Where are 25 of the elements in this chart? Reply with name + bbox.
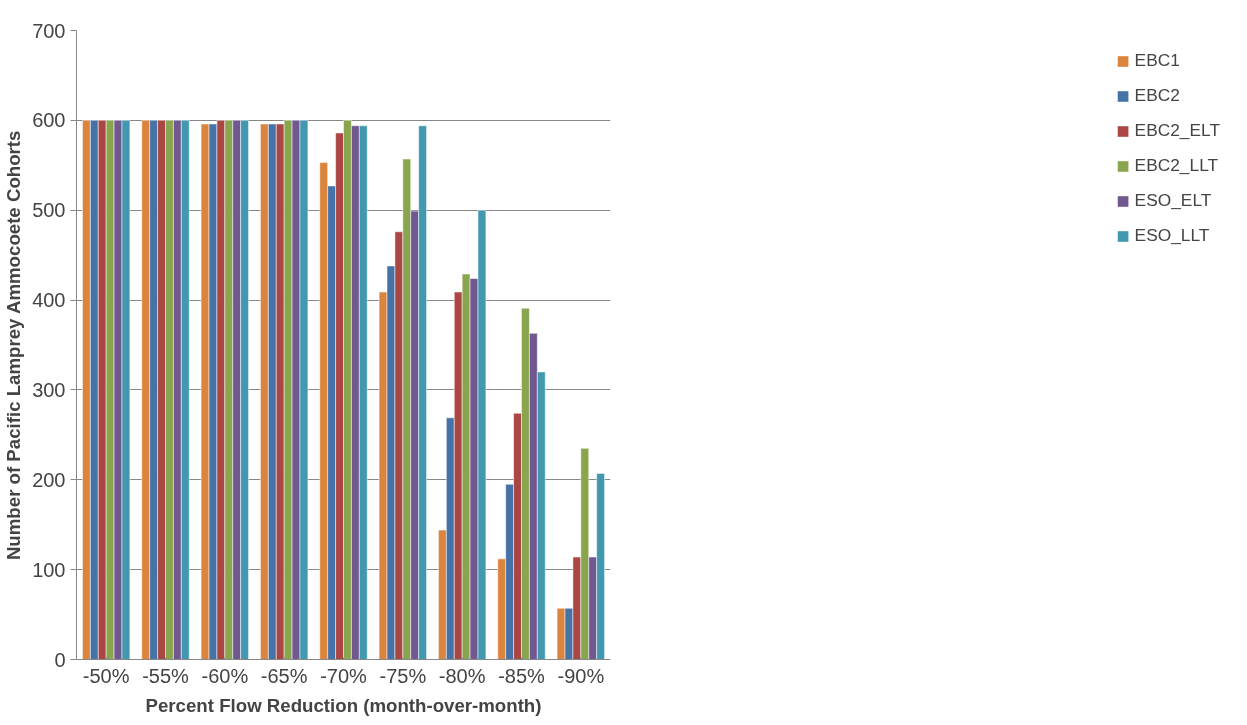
- x-tick-label: -70%: [320, 664, 368, 687]
- y-axis-title: Number of Pacific Lamprey Ammocoete Cohorts: [3, 130, 25, 561]
- y-tick-label: 400: [32, 289, 66, 312]
- x-tick-label: -80%: [438, 664, 486, 687]
- x-tick-label: -85%: [498, 664, 546, 687]
- y-tick-label: 500: [32, 199, 66, 222]
- legend-label: EBC2_ELT: [1134, 120, 1220, 141]
- legend-label: EBC1: [1134, 50, 1180, 71]
- x-axis-title: Percent Flow Reduction (month-over-month): [145, 694, 542, 716]
- legend-label: ESO_LLT: [1134, 225, 1210, 246]
- legend-label: EBC2: [1134, 85, 1180, 106]
- y-tick-label: 600: [32, 109, 66, 132]
- y-tick-label: 700: [32, 19, 66, 42]
- x-tick-label: -60%: [201, 664, 249, 687]
- x-tick-label: -55%: [142, 664, 190, 687]
- legend-label: ESO_ELT: [1134, 190, 1212, 211]
- y-tick-label: 0: [54, 648, 66, 671]
- x-tick-label: -90%: [557, 664, 605, 687]
- x-tick-label: -65%: [260, 664, 308, 687]
- x-tick-label: -50%: [82, 664, 130, 687]
- y-tick-label: 300: [32, 378, 66, 401]
- y-tick-label: 200: [32, 468, 66, 491]
- x-tick-label: -75%: [379, 664, 427, 687]
- y-tick-label: 100: [32, 558, 66, 581]
- legend-label: EBC2_LLT: [1134, 155, 1219, 176]
